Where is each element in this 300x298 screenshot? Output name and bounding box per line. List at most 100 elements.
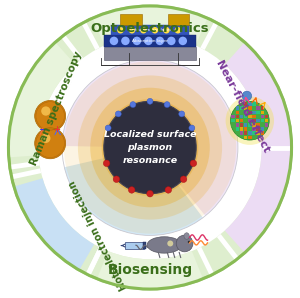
Ellipse shape bbox=[184, 233, 189, 239]
Circle shape bbox=[129, 27, 135, 34]
Bar bbox=[143, 242, 146, 249]
Text: Near-field effect: Near-field effect bbox=[214, 58, 271, 153]
Bar bbox=[240, 115, 243, 118]
Bar bbox=[125, 242, 144, 249]
Bar bbox=[244, 115, 247, 118]
Bar bbox=[261, 123, 264, 127]
Circle shape bbox=[103, 160, 110, 167]
Circle shape bbox=[180, 176, 187, 182]
Circle shape bbox=[179, 111, 185, 117]
Bar bbox=[265, 123, 268, 127]
Bar bbox=[244, 111, 247, 114]
Text: Hot-electron injection: Hot-electron injection bbox=[67, 179, 129, 292]
Circle shape bbox=[105, 125, 111, 131]
Bar bbox=[104, 46, 196, 60]
Wedge shape bbox=[92, 6, 208, 45]
Bar bbox=[244, 119, 247, 122]
Circle shape bbox=[128, 187, 135, 193]
Circle shape bbox=[167, 37, 176, 45]
Bar bbox=[236, 106, 239, 110]
Circle shape bbox=[189, 125, 195, 131]
Circle shape bbox=[130, 102, 136, 108]
Circle shape bbox=[78, 75, 222, 220]
Bar bbox=[236, 123, 239, 127]
Circle shape bbox=[176, 235, 193, 252]
Wedge shape bbox=[62, 60, 238, 216]
Bar bbox=[244, 123, 247, 127]
Circle shape bbox=[8, 6, 292, 289]
Text: Enhancement layer: Enhancement layer bbox=[129, 28, 171, 32]
Bar bbox=[252, 115, 256, 118]
Bar bbox=[236, 119, 239, 122]
Text: Absorption layer: Absorption layer bbox=[132, 39, 168, 43]
Bar bbox=[240, 106, 243, 110]
Wedge shape bbox=[14, 178, 94, 270]
Bar bbox=[256, 131, 260, 135]
Bar bbox=[248, 127, 252, 131]
Circle shape bbox=[156, 37, 164, 45]
Bar bbox=[248, 106, 252, 110]
Bar bbox=[236, 127, 239, 131]
Circle shape bbox=[147, 98, 153, 104]
Text: Localized surface
plasmon
resonance: Localized surface plasmon resonance bbox=[104, 130, 196, 165]
Circle shape bbox=[113, 176, 120, 182]
Bar bbox=[168, 14, 189, 25]
Circle shape bbox=[102, 99, 198, 196]
Circle shape bbox=[242, 91, 252, 101]
Bar bbox=[261, 119, 264, 122]
Wedge shape bbox=[8, 42, 75, 157]
Circle shape bbox=[110, 37, 118, 45]
Circle shape bbox=[164, 102, 170, 108]
Bar bbox=[256, 115, 260, 118]
Bar bbox=[265, 115, 268, 118]
Circle shape bbox=[64, 61, 236, 234]
Bar bbox=[244, 136, 247, 139]
Circle shape bbox=[226, 97, 274, 145]
Bar bbox=[244, 127, 247, 131]
Bar bbox=[231, 123, 235, 127]
Circle shape bbox=[144, 37, 153, 45]
Circle shape bbox=[178, 37, 187, 45]
Circle shape bbox=[41, 106, 50, 116]
Bar bbox=[244, 106, 247, 110]
Bar bbox=[248, 131, 252, 135]
Circle shape bbox=[90, 88, 210, 207]
Bar bbox=[252, 123, 256, 127]
Circle shape bbox=[115, 111, 121, 117]
Bar bbox=[256, 119, 260, 122]
Circle shape bbox=[35, 100, 66, 131]
Bar bbox=[261, 127, 264, 131]
Bar bbox=[252, 127, 256, 131]
Circle shape bbox=[165, 187, 172, 193]
Bar bbox=[256, 111, 260, 114]
Text: Biosensing: Biosensing bbox=[107, 263, 193, 277]
Text: Optoelectronics: Optoelectronics bbox=[91, 22, 209, 35]
Bar bbox=[236, 111, 239, 114]
Bar bbox=[240, 119, 243, 122]
Bar bbox=[256, 123, 260, 127]
Bar bbox=[261, 111, 264, 114]
Bar bbox=[248, 123, 252, 127]
Circle shape bbox=[152, 27, 158, 34]
Circle shape bbox=[230, 101, 269, 140]
Bar bbox=[244, 102, 247, 106]
Circle shape bbox=[35, 128, 66, 159]
Bar bbox=[248, 115, 252, 118]
Bar bbox=[248, 111, 252, 114]
Wedge shape bbox=[64, 148, 203, 235]
Wedge shape bbox=[225, 42, 292, 253]
Circle shape bbox=[163, 27, 170, 34]
Circle shape bbox=[117, 27, 124, 34]
Bar bbox=[231, 119, 235, 122]
Bar bbox=[236, 131, 239, 135]
Circle shape bbox=[121, 37, 130, 45]
Bar bbox=[261, 115, 264, 118]
Bar bbox=[104, 35, 196, 46]
Bar bbox=[252, 106, 256, 110]
Circle shape bbox=[175, 27, 181, 34]
Bar bbox=[256, 127, 260, 131]
Bar bbox=[240, 127, 243, 131]
FancyArrowPatch shape bbox=[122, 244, 125, 247]
Bar bbox=[240, 123, 243, 127]
Bar bbox=[248, 119, 252, 122]
